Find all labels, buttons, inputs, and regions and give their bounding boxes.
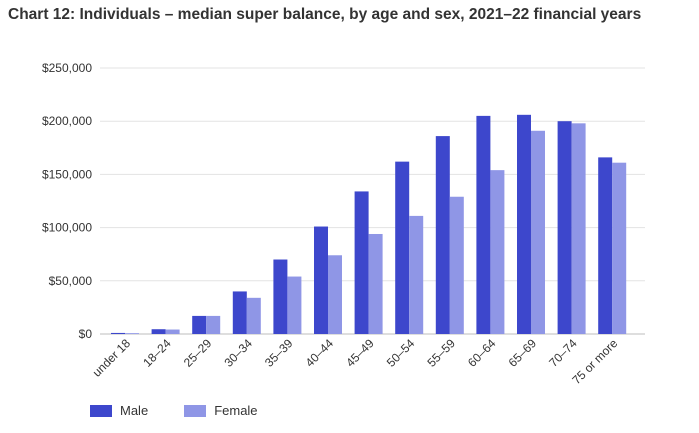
chart-title: Chart 12: Individuals – median super bal… bbox=[8, 6, 642, 23]
y-tick-label: $150,000 bbox=[42, 167, 92, 181]
y-tick-label: $250,000 bbox=[42, 61, 92, 75]
bar-male bbox=[517, 114, 531, 334]
x-tick-label: 65–69 bbox=[506, 336, 540, 370]
bar-male bbox=[192, 315, 207, 334]
x-tick-label: 35–39 bbox=[262, 336, 296, 370]
bar-male bbox=[314, 226, 328, 334]
bar-male bbox=[232, 291, 247, 334]
legend-item-female: Female bbox=[184, 403, 258, 418]
bar-male bbox=[598, 157, 613, 334]
bar-male bbox=[151, 329, 166, 334]
bar-female bbox=[206, 315, 221, 334]
legend-swatch-female bbox=[184, 404, 207, 417]
bar-female bbox=[165, 329, 180, 334]
x-tick-label: 55–59 bbox=[424, 336, 458, 370]
legend: Male Female bbox=[90, 403, 258, 418]
bar-female bbox=[125, 333, 139, 334]
bar-female bbox=[571, 123, 586, 334]
bar-female bbox=[328, 255, 342, 334]
bar-female bbox=[409, 215, 424, 334]
bar-female bbox=[246, 297, 261, 334]
bar-male bbox=[476, 115, 491, 334]
legend-item-male: Male bbox=[90, 403, 148, 418]
x-tick-label: under 18 bbox=[90, 336, 134, 380]
y-tick-label: $50,000 bbox=[49, 274, 93, 288]
bar-male bbox=[273, 259, 288, 334]
x-tick-label: 40–44 bbox=[303, 336, 337, 370]
bar-female bbox=[368, 233, 383, 334]
bar-male bbox=[354, 191, 369, 334]
bar-female bbox=[287, 276, 302, 334]
bar-female bbox=[531, 130, 545, 334]
y-axis-ticks: $0 $50,000 $100,000 $150,000 $200,000 $250,00… bbox=[42, 61, 92, 341]
bar-female bbox=[449, 196, 464, 334]
bar-female bbox=[612, 162, 627, 334]
bar-male bbox=[395, 161, 410, 334]
y-tick-label: $200,000 bbox=[42, 114, 92, 128]
bar-male bbox=[435, 136, 450, 334]
bars bbox=[111, 114, 627, 334]
legend-label-female: Female bbox=[214, 403, 258, 418]
x-tick-label: 45–49 bbox=[343, 336, 377, 370]
y-tick-label: $0 bbox=[79, 327, 93, 341]
x-tick-label: 18–24 bbox=[140, 336, 174, 370]
legend-label-male: Male bbox=[120, 403, 149, 418]
bar-female bbox=[490, 170, 505, 334]
bar-male bbox=[557, 121, 572, 334]
x-axis-ticks: under 18 18–24 25–29 30–34 35–39 40–44 45–49 50… bbox=[90, 336, 621, 387]
x-tick-label: 60–64 bbox=[465, 336, 499, 370]
x-tick-label: 50–54 bbox=[384, 336, 418, 370]
bar-male bbox=[111, 332, 125, 334]
legend-swatch-male bbox=[90, 404, 112, 417]
x-tick-label: 70–74 bbox=[546, 336, 580, 370]
x-tick-label: 25–29 bbox=[181, 336, 215, 370]
y-tick-label: $100,000 bbox=[42, 221, 92, 235]
x-tick-label: 30–34 bbox=[221, 336, 255, 370]
